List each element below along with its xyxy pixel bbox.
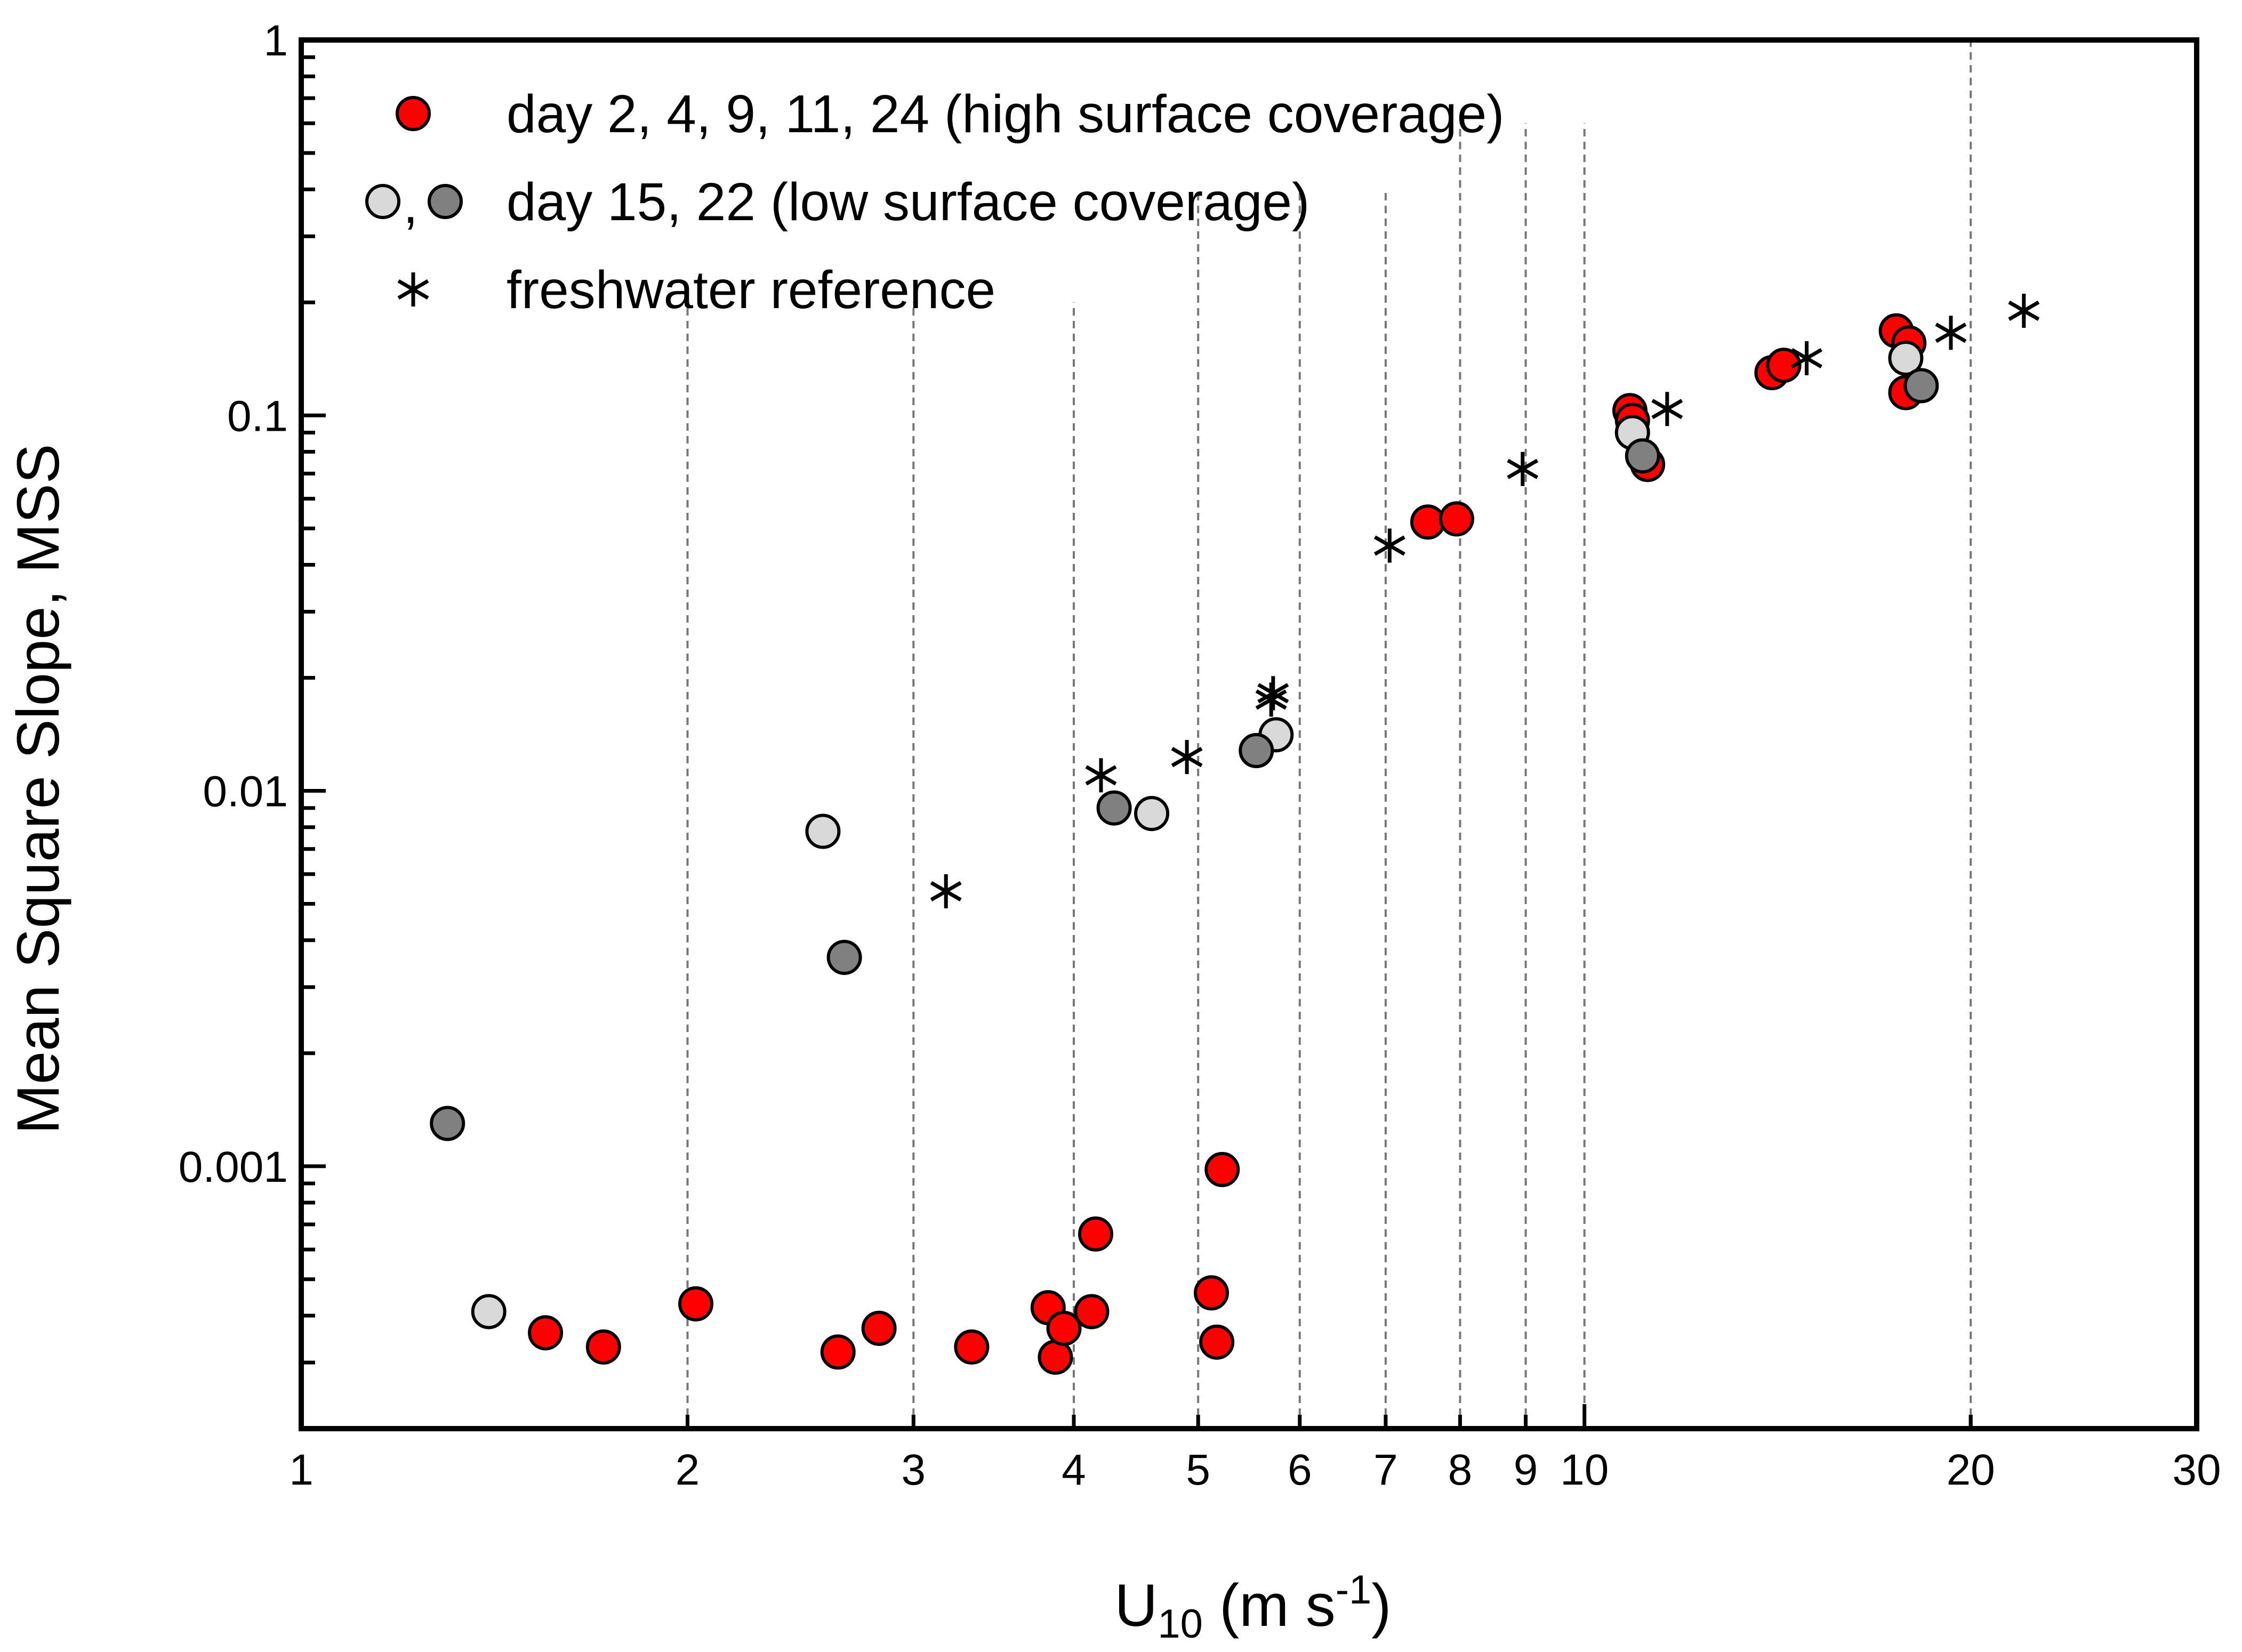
x-axis-title-unit: (m s <box>1203 1572 1336 1639</box>
x-tick-label: 9 <box>1514 1446 1538 1494</box>
data-point-asterisk <box>1255 682 1287 717</box>
data-point-series-2 <box>1625 438 1660 474</box>
data-point-series-0 <box>1766 348 1802 383</box>
data-point-series-1 <box>1134 796 1170 832</box>
y-tick-label: 0.01 <box>203 768 288 816</box>
x-tick-label: 2 <box>676 1446 700 1494</box>
data-point-series-2 <box>1903 368 1939 404</box>
data-point-series-0 <box>585 1329 621 1365</box>
x-tick-label: 7 <box>1373 1446 1398 1494</box>
x-tick-label: 8 <box>1448 1446 1473 1494</box>
legend-label: day 15, 22 (low surface coverage) <box>507 172 1309 232</box>
data-point-series-0 <box>861 1310 897 1346</box>
data-point-series-0 <box>1204 1151 1240 1187</box>
x-tick-label: 3 <box>901 1446 926 1494</box>
legend-separator: , <box>403 175 418 235</box>
data-point-series-2 <box>826 939 862 975</box>
legend-marker <box>396 96 431 131</box>
data-point-asterisk <box>1373 528 1405 563</box>
data-point-series-2 <box>1096 790 1132 826</box>
data-point-asterisk <box>1171 740 1203 775</box>
x-tick-label: 5 <box>1186 1446 1210 1494</box>
data-point-asterisk <box>1935 316 1967 350</box>
x-axis-title-superscript: -1 <box>1336 1567 1372 1613</box>
axes-layer: 1 2 3 4 5 6 7 8 9 10 20 30 0.001 0.01 0.1 1 <box>179 17 2221 1494</box>
data-point-asterisk <box>930 874 962 908</box>
data-point-series-1 <box>471 1294 507 1329</box>
data-point-series-0 <box>1078 1216 1113 1252</box>
y-tick-label: 0.001 <box>179 1143 288 1191</box>
data-point-series-0 <box>820 1334 856 1370</box>
legend-marker <box>428 184 463 219</box>
data-point-series-1 <box>1888 341 1924 376</box>
data-point-asterisk <box>1085 758 1117 793</box>
data-point-series-0 <box>1439 501 1474 537</box>
grid-layer <box>686 40 1972 1429</box>
data-point-asterisk <box>1507 452 1539 486</box>
data-point-series-0 <box>1038 1339 1073 1375</box>
data-point-series-0 <box>1046 1310 1082 1346</box>
x-axis-title-main: U <box>1114 1572 1158 1639</box>
marks-layer <box>430 293 2040 1375</box>
legend-label: day 2, 4, 9, 11, 24 (high surface covera… <box>507 84 1504 144</box>
data-point-asterisk <box>1791 341 1822 376</box>
x-tick-label: 30 <box>2172 1446 2221 1494</box>
y-axis-title: Mean Square Slope, MSS <box>5 444 71 1134</box>
data-point-asterisk <box>1651 392 1683 426</box>
data-point-series-0 <box>1074 1294 1110 1329</box>
plot-frame <box>299 37 2199 1431</box>
legend-label: freshwater reference <box>507 260 995 320</box>
x-tick-label: 4 <box>1062 1446 1086 1494</box>
y-tick-label: 1 <box>263 17 288 65</box>
x-tick-label: 1 <box>289 1446 314 1494</box>
data-point-series-0 <box>1199 1324 1235 1360</box>
data-point-series-0 <box>954 1329 990 1365</box>
x-axis-title: U10 (m s-1) <box>1114 1567 1391 1647</box>
legend-marker-asterisk <box>397 272 429 307</box>
data-point-series-0 <box>1410 504 1445 540</box>
data-point-series-2 <box>1239 732 1274 768</box>
data-point-series-2 <box>430 1106 465 1141</box>
legend-marker <box>365 184 400 219</box>
x-tick-label: 10 <box>1560 1446 1609 1494</box>
data-point-series-1 <box>805 813 841 849</box>
x-axis-title-close: ) <box>1371 1572 1391 1639</box>
x-axis-title-subscript: 10 <box>1158 1601 1203 1647</box>
data-point-series-0 <box>678 1286 714 1321</box>
data-point-series-0 <box>528 1315 564 1351</box>
x-tick-label: 6 <box>1288 1446 1312 1494</box>
x-tick-label: 20 <box>1947 1446 1995 1494</box>
data-point-asterisk <box>1257 676 1289 711</box>
data-point-series-0 <box>1194 1275 1230 1311</box>
y-tick-label: 0.1 <box>227 392 288 440</box>
legend: day 2, 4, 9, 11, 24 (high surface covera… <box>365 84 1504 320</box>
data-point-asterisk <box>2008 293 2040 328</box>
